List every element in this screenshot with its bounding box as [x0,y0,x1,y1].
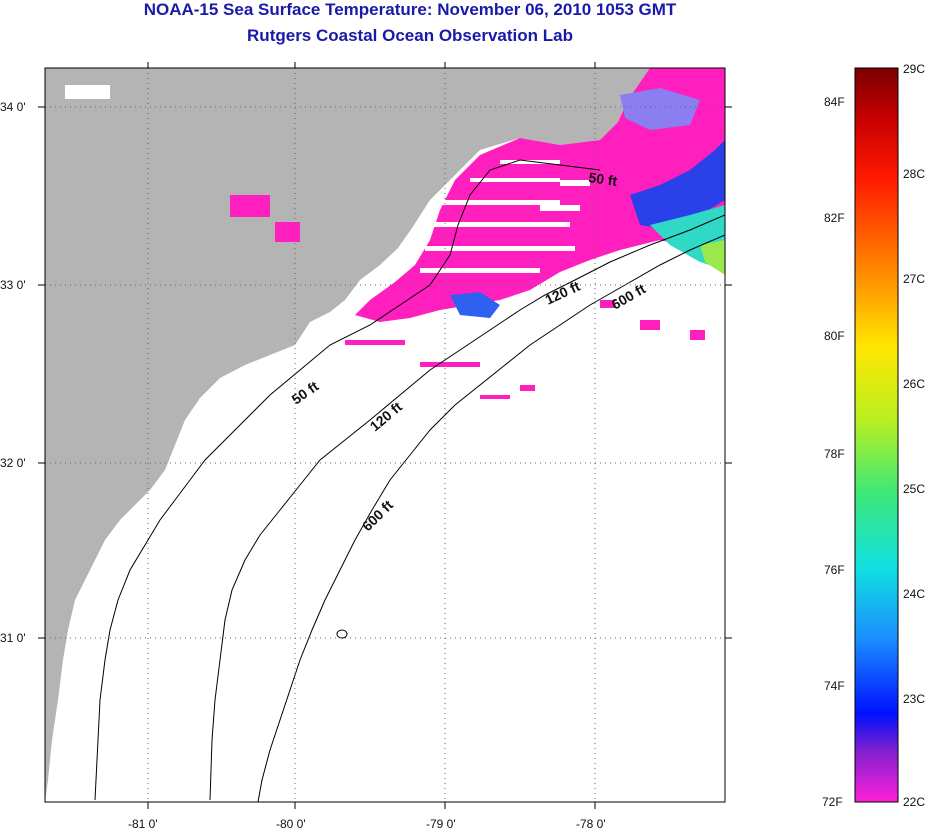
cbar-c-label: 28C [903,167,925,181]
colorbar [854,67,899,803]
cbar-f-label: 82F [824,211,845,225]
cbar-c-label: 29C [903,62,925,76]
white-patch [65,85,110,99]
lat-label: 31 0' [0,631,26,645]
lon-label: -79 0' [426,817,456,831]
lon-label: -81 0' [128,817,158,831]
isobath-50ft [94,159,601,801]
isobath-120ft [209,214,725,801]
cbar-f-label: 80F [824,329,845,343]
cloud-streaks [420,160,590,273]
scattered-sst-pixels [230,195,705,399]
contour-label: 50 ft [588,169,619,189]
lon-label: -78 0' [576,817,606,831]
sst-blue-patch [630,140,725,230]
colorbar-fahrenheit-labels: 84F 82F 80F 78F 76F 74F 72F [822,95,845,809]
lon-label: -80 0' [276,817,306,831]
plot-frame [44,67,726,803]
small-island-contour [336,629,348,639]
sst-blue-patch-2 [450,292,500,318]
cbar-c-label: 25C [903,482,925,496]
colorbar-celsius-labels: 29C 28C 27C 26C 25C 24C 23C 22C [903,62,925,809]
lat-label: 34 0' [0,100,26,114]
isobath-600ft [257,234,725,802]
cbar-f-label: 74F [824,679,845,693]
cbar-c-label: 22C [903,795,925,809]
sst-violet-patch [620,88,700,130]
lat-label: 33 0' [0,278,26,292]
cbar-c-label: 27C [903,272,925,286]
cbar-c-label: 24C [903,587,925,601]
land-area [45,68,650,802]
tick-marks [38,62,732,809]
grid-lines [45,68,725,802]
cbar-f-label: 76F [824,563,845,577]
cbar-f-label: 72F [822,795,843,809]
map-title: NOAA-15 Sea Surface Temperature: Novembe… [143,0,677,19]
cbar-f-label: 78F [824,447,845,461]
cbar-c-label: 23C [903,692,925,706]
map-subtitle: Rutgers Coastal Ocean Observation Lab [247,26,573,45]
sst-green-patch [700,240,725,275]
lat-label: 32 0' [0,456,26,470]
cbar-c-label: 26C [903,377,925,391]
cbar-f-label: 84F [824,95,845,109]
